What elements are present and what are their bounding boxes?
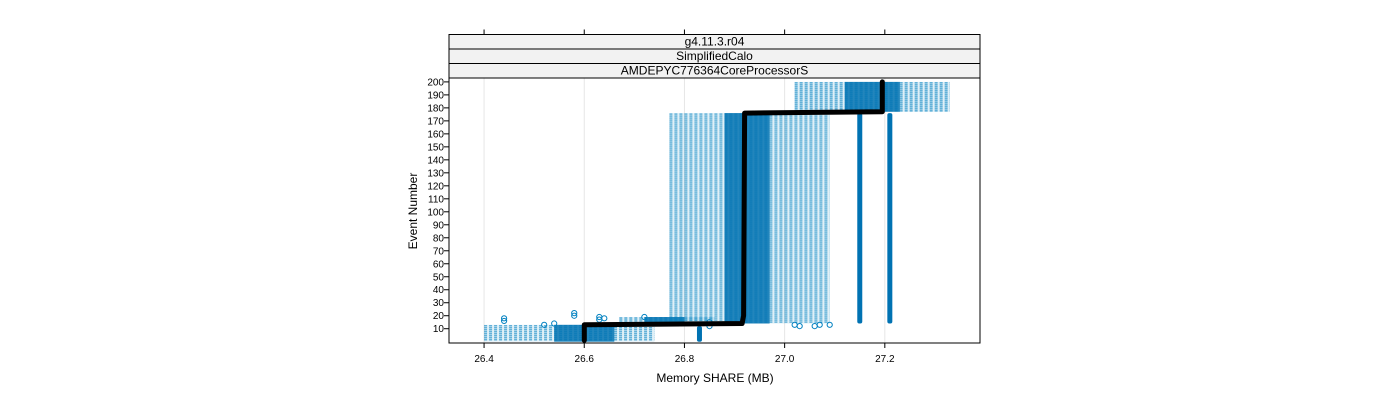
band-core [644, 317, 685, 324]
y-tick-label: 200 [427, 77, 444, 88]
y-tick-label: 190 [427, 90, 444, 101]
y-tick-label: 110 [428, 194, 444, 205]
data-column [696, 326, 702, 342]
y-tick-label: 90 [433, 220, 445, 231]
y-tick-label: 40 [433, 285, 445, 296]
y-tick-label: 170 [427, 116, 444, 127]
strip-headers: g4.11.3.r04SimplifiedCaloAMDEPYC776364Co… [448, 34, 981, 79]
outlier-point [501, 317, 508, 325]
band-3 [794, 81, 950, 112]
outlier-point [551, 320, 558, 327]
outlier-point [501, 315, 508, 322]
median-line [581, 79, 885, 343]
strip-box [448, 63, 981, 79]
y-tick-label: 150 [427, 142, 444, 153]
x-tick-label: 26.8 [675, 354, 695, 365]
data-column [857, 113, 863, 324]
x-tick-label: 26.6 [575, 354, 595, 365]
strip-label: SimplifiedCalo [676, 49, 753, 63]
y-tick-label: 20 [433, 311, 445, 322]
band-0 [484, 324, 655, 342]
outlier-point [811, 323, 818, 330]
y-tick-label: 140 [427, 155, 444, 166]
y-tick-label: 130 [427, 168, 444, 179]
y-tick-label: 160 [427, 129, 444, 140]
x-tick-label: 27.2 [875, 354, 895, 365]
strip-label: AMDEPYC776364CoreProcessorS [621, 64, 808, 78]
y-tick-label: 70 [433, 246, 445, 257]
y-tick-label: 180 [427, 103, 444, 114]
band-core [724, 113, 770, 324]
y-tick-label: 50 [433, 272, 445, 283]
outlier-point [541, 321, 548, 328]
outlier-point [826, 321, 833, 328]
band-core [844, 81, 900, 112]
data-column [887, 113, 893, 324]
strip-label: g4.11.3.r04 [685, 35, 745, 49]
data-bands [484, 81, 950, 342]
outlier-point [571, 310, 578, 317]
y-tick-label: 10 [433, 324, 445, 335]
axes: 26.4 26.6 26.8 27.0 27.2 10 20 30 40 50 60 70 80 90 10… [427, 29, 895, 365]
median-path [581, 79, 885, 343]
y-axis-label: Event Number [406, 173, 420, 250]
x-axis-label: Memory SHARE (MB) [656, 371, 773, 385]
data-columns [696, 113, 893, 342]
y-tick-label: 120 [427, 181, 444, 192]
x-tick-label: 27.0 [775, 354, 795, 365]
outlier-point [601, 315, 608, 322]
y-tick-label: 60 [433, 259, 445, 270]
y-tick-label: 30 [433, 298, 445, 309]
x-tick-label: 26.4 [474, 354, 494, 365]
outlier-point [796, 323, 803, 330]
band-2 [669, 113, 830, 324]
outlier-point [571, 312, 578, 319]
y-tick-label: 100 [427, 207, 444, 218]
y-tick-label: 80 [433, 233, 445, 244]
outlier-point [641, 313, 648, 321]
